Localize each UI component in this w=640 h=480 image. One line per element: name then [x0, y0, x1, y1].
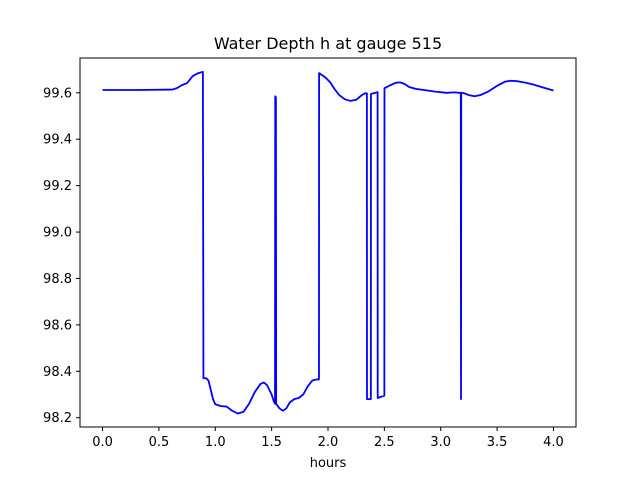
y-tick-label: 99.0	[43, 226, 72, 241]
y-tick-label: 99.6	[43, 86, 72, 101]
y-tick-label: 99.2	[43, 179, 72, 194]
y-tick-label: 98.6	[43, 318, 72, 333]
x-tick-label: 0.0	[92, 435, 113, 450]
x-tick-label: 1.5	[261, 435, 282, 450]
y-tick-label: 98.8	[43, 272, 72, 287]
y-tick-label: 98.4	[43, 365, 72, 380]
y-tick-label: 99.4	[43, 133, 72, 148]
x-axis-ticks: 0.0 0.5 1.0 1.5 2.0 2.5 3.0 3.5 4.0	[92, 427, 564, 450]
series-layer	[102, 71, 554, 415]
x-tick-label: 4.0	[543, 435, 564, 450]
x-tick-label: 2.5	[374, 435, 395, 450]
x-tick-label: 0.5	[149, 435, 170, 450]
plot-frame	[79, 57, 577, 428]
x-tick-label: 1.0	[205, 435, 226, 450]
chart-title: Water Depth h at gauge 515	[214, 34, 442, 53]
x-axis-label: hours	[310, 456, 347, 471]
y-axis-ticks: 98.2 98.4 98.6 98.8 99.0 99.2 99.4 99.6	[43, 86, 80, 426]
x-tick-label: 3.0	[430, 435, 451, 450]
x-tick-label: 3.5	[487, 435, 508, 450]
series-line-0	[102, 71, 554, 415]
x-tick-label: 2.0	[318, 435, 339, 450]
y-tick-label: 98.2	[43, 411, 72, 426]
